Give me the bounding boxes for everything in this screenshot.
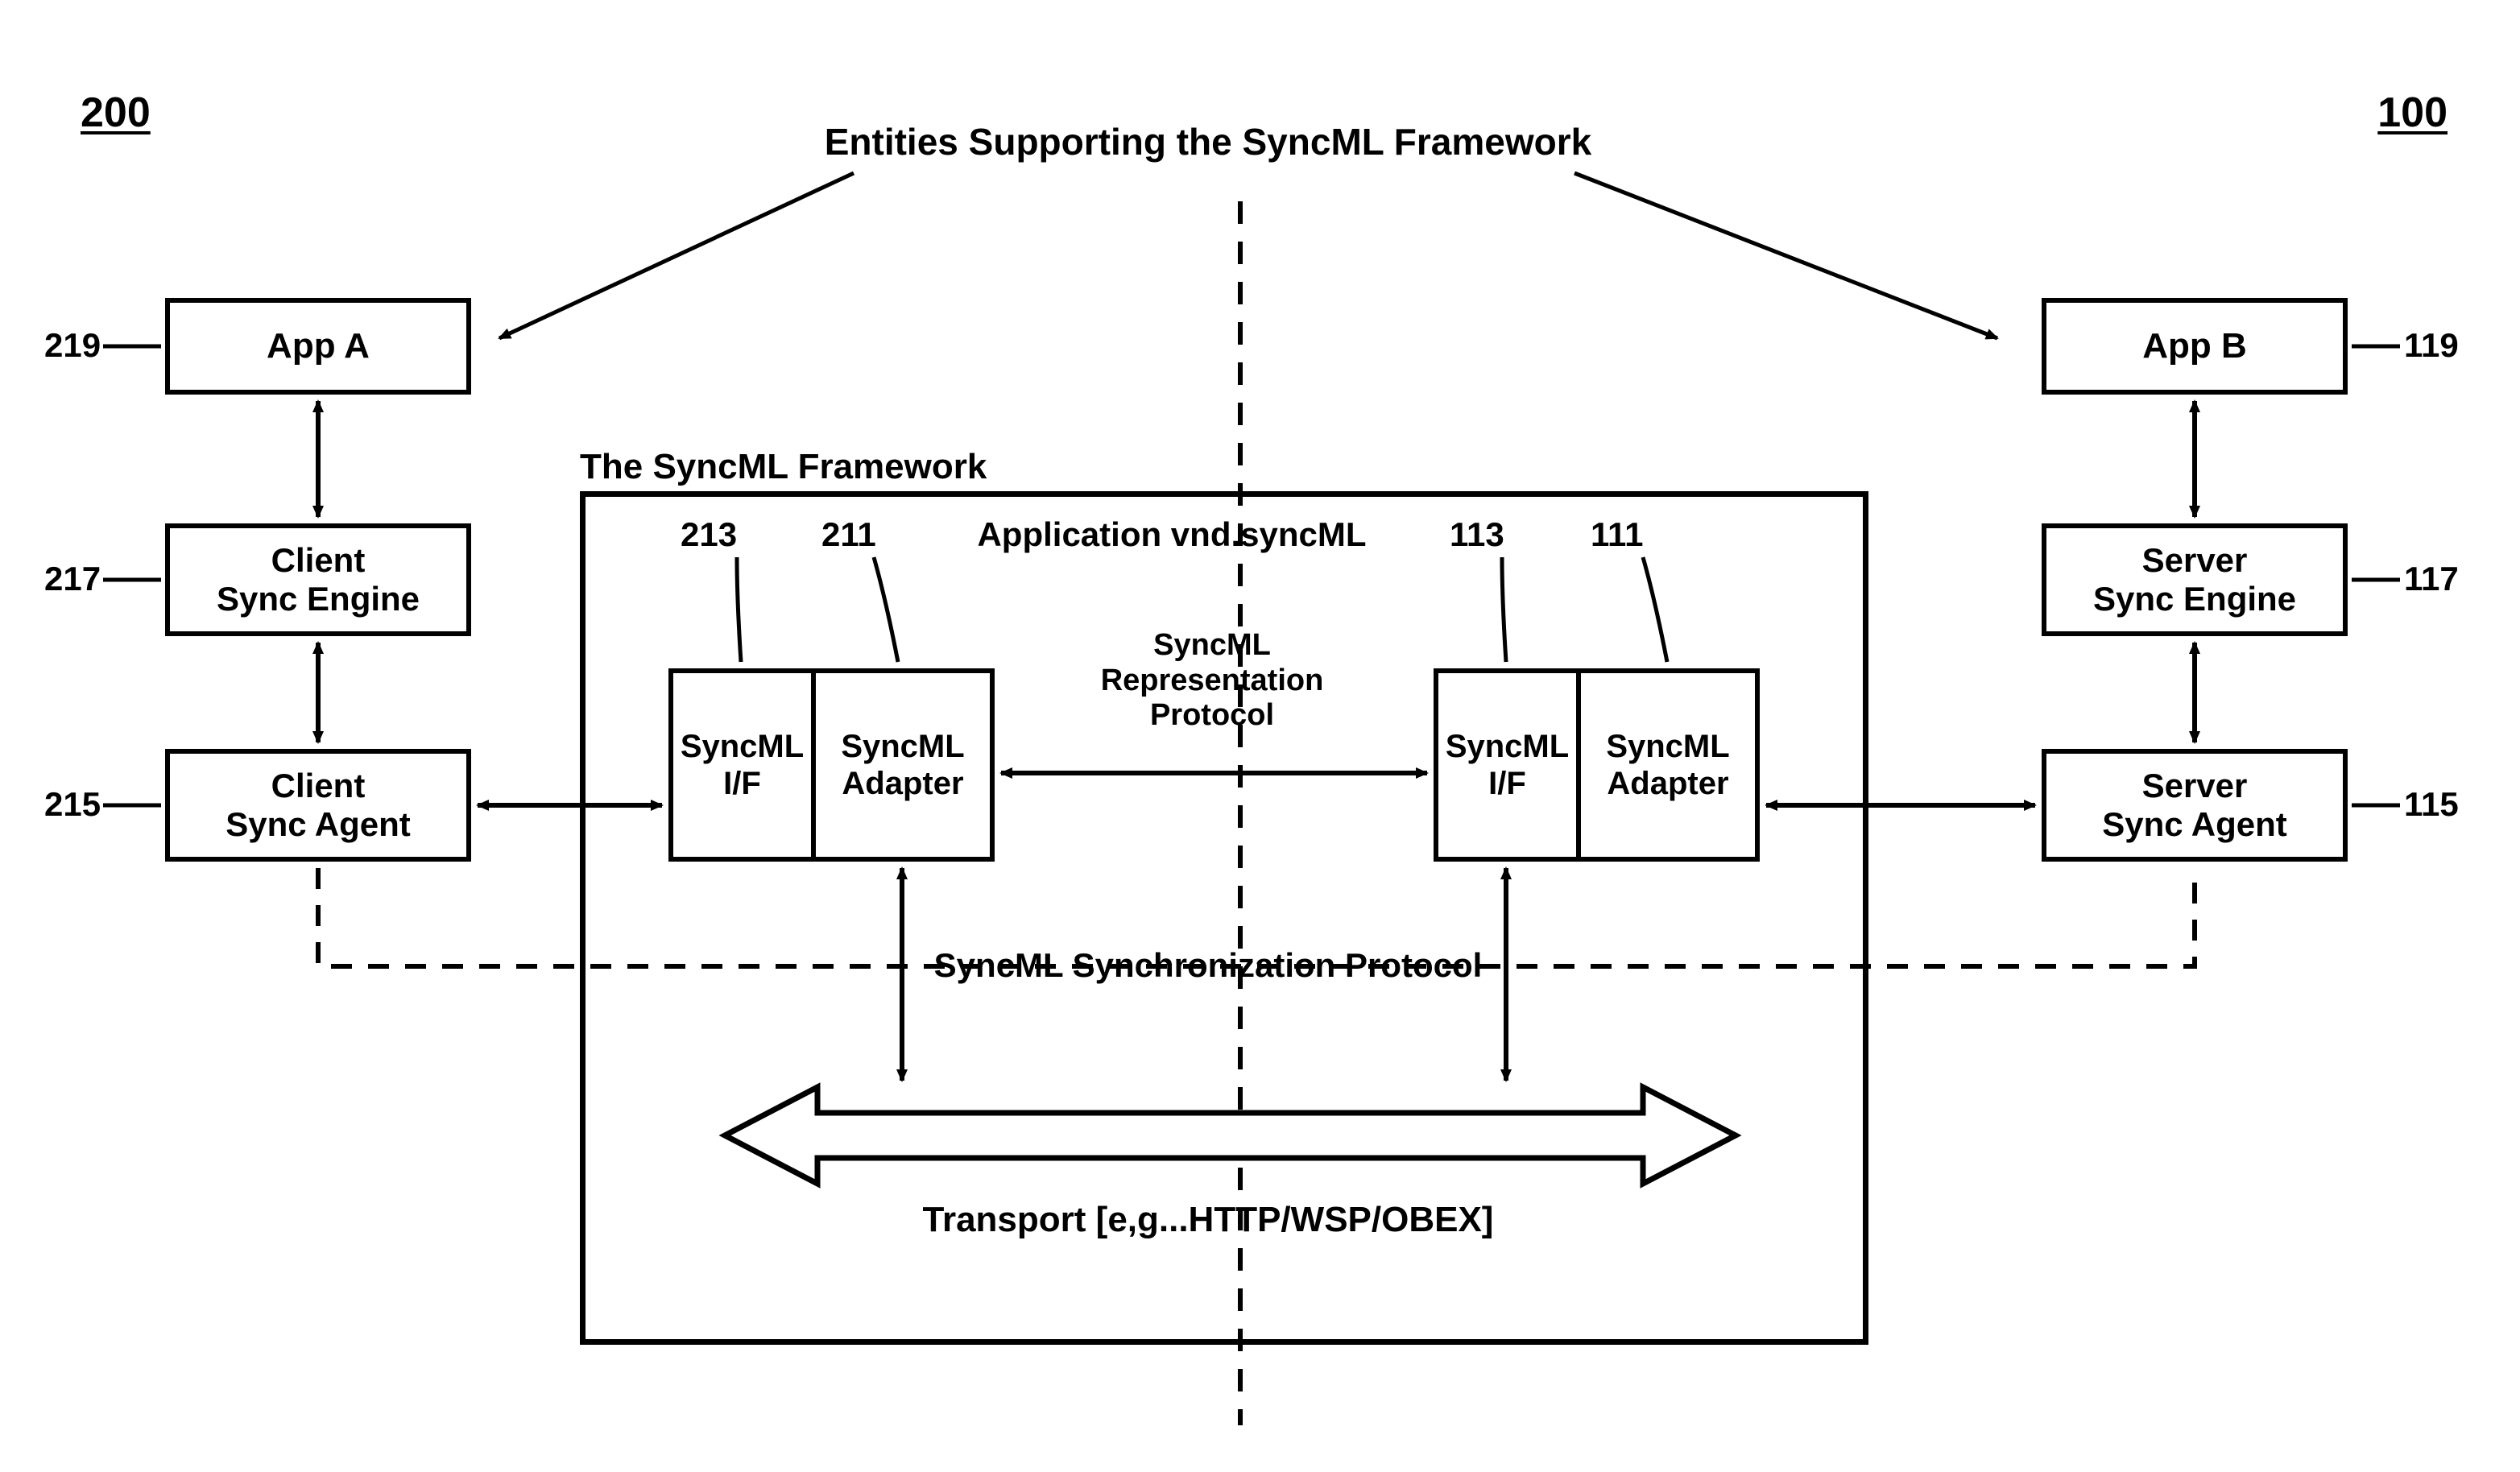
diagram-canvas: 200 100 Entities Supporting the SyncML F…	[0, 0, 2520, 1472]
svg-layer	[0, 0, 2520, 1472]
